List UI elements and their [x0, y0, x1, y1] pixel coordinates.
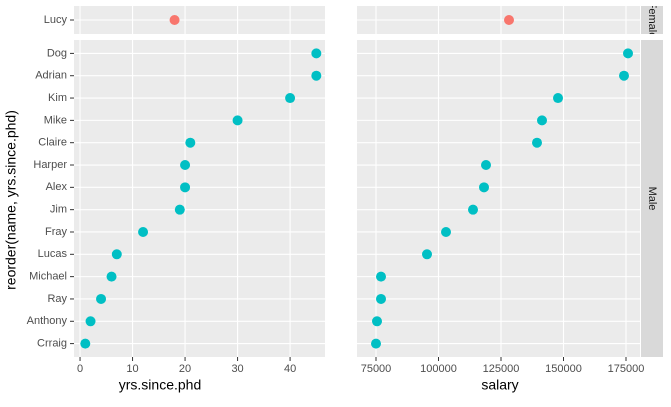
dot — [372, 316, 382, 327]
x-axis-title: yrs.since.phd — [119, 377, 201, 393]
x-tick-label: 30 — [231, 363, 243, 375]
dot — [376, 293, 386, 304]
y-tick-label: Fray — [45, 226, 68, 238]
dot — [422, 249, 432, 260]
dot — [619, 70, 629, 81]
x-tick-label: 125000 — [483, 363, 520, 375]
dot — [623, 48, 633, 59]
dot — [504, 15, 514, 25]
dot — [311, 70, 322, 81]
x-tick-label: 100000 — [420, 363, 457, 375]
x-tick-label: 75000 — [361, 363, 392, 375]
strip-background — [641, 6, 663, 34]
dot — [174, 204, 185, 215]
x-tick-label: 175000 — [608, 363, 645, 375]
y-tick-label: Harper — [33, 159, 67, 171]
y-tick-label: Crraig — [37, 338, 67, 350]
dot — [180, 182, 191, 193]
strip-label: Female — [646, 2, 658, 39]
y-tick-label: Lucas — [38, 248, 68, 260]
strip-group: Female — [646, 2, 658, 39]
panel-background — [74, 40, 325, 357]
y-tick-label: Dog — [47, 47, 67, 59]
y-tick-label: Adrian — [35, 70, 67, 82]
y-tick-label: Alex — [46, 181, 68, 193]
x-axis-title: salary — [481, 377, 518, 393]
dot — [532, 137, 542, 148]
dot — [180, 160, 191, 171]
dot — [479, 182, 489, 193]
dot — [285, 93, 296, 104]
strip-label: Male — [646, 187, 658, 211]
x-tick-label: 10 — [126, 363, 138, 375]
dot — [441, 226, 451, 237]
x-tick-label: 20 — [179, 363, 191, 375]
dot — [80, 338, 91, 349]
dot — [481, 160, 491, 171]
dot — [106, 271, 117, 282]
y-tick-label: Claire — [38, 137, 67, 149]
dot — [111, 249, 122, 260]
y-tick-label: Michael — [29, 271, 67, 283]
dot — [311, 48, 322, 59]
strip-background — [641, 40, 663, 357]
dot — [537, 115, 547, 126]
y-tick-label: Kim — [48, 92, 67, 104]
dot — [138, 226, 149, 237]
panel-background — [357, 40, 640, 357]
y-tick-label: Ray — [47, 293, 67, 305]
dot — [232, 115, 243, 126]
dot — [468, 204, 478, 215]
x-tick-label: 0 — [77, 363, 83, 375]
y-tick-label: Mike — [44, 114, 67, 126]
dot — [376, 271, 386, 282]
dot — [553, 93, 563, 104]
y-axis-title: reorder(name, yrs.since.phd) — [3, 110, 19, 290]
y-tick-label: Jim — [50, 204, 67, 216]
x-tick-label: 40 — [284, 363, 296, 375]
dot — [96, 293, 107, 304]
dot — [185, 137, 196, 148]
dot — [371, 338, 381, 349]
y-tick-label: Anthony — [27, 315, 68, 327]
dot — [85, 316, 96, 327]
y-tick-label: Lucy — [44, 14, 68, 26]
x-tick-label: 150000 — [545, 363, 582, 375]
dot — [169, 15, 180, 25]
